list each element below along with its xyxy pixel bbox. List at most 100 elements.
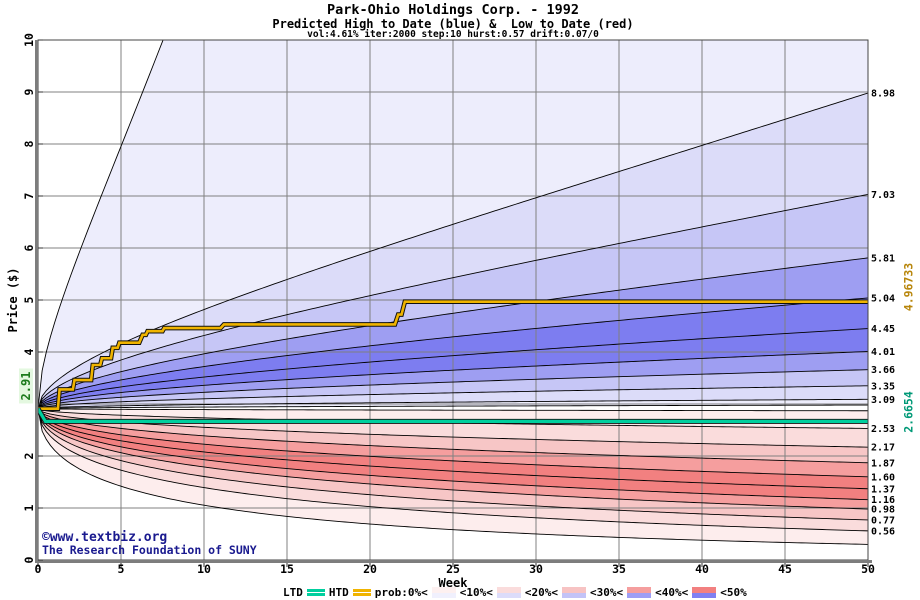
legend-prob-swatch-0-high-half <box>431 587 456 593</box>
watermark-org: The Research Foundation of SUNY <box>42 543 257 557</box>
legend-prob-swatch-2-high-half <box>561 587 586 593</box>
x-tick-label-20: 20 <box>363 562 377 576</box>
y-tick-label-7: 7 <box>22 192 36 199</box>
low-prob-band-2 <box>38 408 868 463</box>
percentile-curve-high-1 <box>38 92 868 409</box>
edge-label-5.81: 5.81 <box>871 253 895 264</box>
edge-label-1.87: 1.87 <box>871 458 895 469</box>
low-prob-band-3 <box>38 408 868 477</box>
legend-prob-label-1: <10%< <box>459 586 493 599</box>
edge-label-0.98: 0.98 <box>871 505 895 516</box>
y-tick-label-8: 8 <box>22 140 36 147</box>
percentile-curve-high-7 <box>38 369 868 410</box>
y-tick-label-2: 2 <box>22 453 36 460</box>
legend-prob-swatch-3-low-half <box>627 592 652 598</box>
percentile-curve-low-0 <box>38 408 868 412</box>
percentile-curve-high-6 <box>38 351 868 410</box>
percentile-curve-high-10 <box>38 404 868 410</box>
legend-prob-swatch-3 <box>627 587 652 598</box>
legend-htd-swatch <box>352 587 371 598</box>
legend-prob-swatch-1-low-half <box>496 592 521 598</box>
x-tick-label-0: 0 <box>35 562 42 576</box>
percentile-curve-high-8 <box>38 385 868 410</box>
x-tick-label-10: 10 <box>197 562 211 576</box>
edge-label-1.16: 1.16 <box>871 495 895 506</box>
chart-title: Park-Ohio Holdings Corp. - 1992 <box>327 2 579 18</box>
x-tick-label-15: 15 <box>280 562 294 576</box>
edge-label-3.66: 3.66 <box>871 365 895 376</box>
legend-ltd-swatch-bar <box>306 593 325 597</box>
edge-label-5.04: 5.04 <box>871 293 895 304</box>
percentile-curve-low-4 <box>38 408 868 478</box>
start-price-label: 2.91 <box>19 368 33 404</box>
edge-label-2.17: 2.17 <box>871 443 895 454</box>
y-axis-title: Price ($) <box>6 267 20 333</box>
percentile-curve-low-10 <box>38 408 868 545</box>
edge-label-8.98: 8.98 <box>871 89 895 100</box>
legend-prob-swatch-0 <box>431 587 456 598</box>
legend-prob-label-4: <40%< <box>655 586 689 599</box>
edge-label-4.01: 4.01 <box>871 347 895 358</box>
legend-prob-swatch-0-low-half <box>431 592 456 598</box>
y-tick-label-6: 6 <box>22 244 36 251</box>
percentile-curve-low-9 <box>38 408 868 532</box>
legend-ltd-label: LTD <box>283 586 303 599</box>
legend-prob-swatch-4 <box>692 587 717 598</box>
percentile-curve-low-6 <box>38 408 868 501</box>
percentile-curve-low-7 <box>38 408 868 510</box>
edge-label-1.37: 1.37 <box>871 484 895 495</box>
legend-prob-swatch-1 <box>496 587 521 598</box>
edge-label-0.77: 0.77 <box>871 515 895 526</box>
y-tick-label-0: 0 <box>22 556 36 563</box>
legend-prob-swatch-2-low-half <box>561 592 586 598</box>
y-tick-label-10: 10 <box>22 33 36 47</box>
legend: LTD HTD prob:0%< <10%< <20%< <30%< <40%< <50% <box>281 586 749 599</box>
chart-params: vol:4.61% iter:2000 step:10 hurst:0.57 d… <box>307 29 599 40</box>
chart-subtitle: Predicted High to Date (blue) & Low to D… <box>272 17 634 31</box>
percentile-curve-low-3 <box>38 408 868 464</box>
edge-label-7.03: 7.03 <box>871 190 895 201</box>
legend-htd-swatch-bar <box>352 588 371 592</box>
low-prob-band-9 <box>38 408 868 545</box>
y-tick-label-9: 9 <box>22 88 36 95</box>
x-axis-title: Week <box>438 576 468 590</box>
x-tick-label-5: 5 <box>118 562 125 576</box>
legend-ltd-swatch-bar <box>306 588 325 592</box>
htd-line <box>38 300 868 410</box>
legend-htd-swatch-bar <box>352 593 371 597</box>
legend-prob-label-5: <50% <box>720 586 747 599</box>
percentile-curve-low-2 <box>38 408 868 448</box>
percentile-curve-low-5 <box>38 408 868 490</box>
edge-label-3.35: 3.35 <box>871 381 895 392</box>
percentile-curve-low-8 <box>38 408 868 521</box>
edge-label-4.45: 4.45 <box>871 324 895 335</box>
legend-ltd-swatch <box>306 587 325 598</box>
legend-prob-label-3: <30%< <box>589 586 624 599</box>
edge-label-1.60: 1.60 <box>871 472 895 483</box>
y-tick-label-1: 1 <box>22 504 36 511</box>
htd-final-value-label: 4.96733 <box>901 262 916 312</box>
legend-prob-swatch-4-high-half <box>692 587 717 593</box>
edge-label-2.53: 2.53 <box>871 424 895 435</box>
percentile-curve-high-5 <box>38 328 868 409</box>
y-tick-label-5: 5 <box>22 296 36 303</box>
percentile-curve-high-3 <box>38 257 868 409</box>
x-tick-label-30: 30 <box>529 562 543 576</box>
legend-prob-label-2: <20%< <box>524 586 558 599</box>
ltd-final-value-label: 2.6654 <box>901 391 916 433</box>
edge-label-3.09: 3.09 <box>871 395 895 406</box>
legend-prob-swatch-2 <box>561 587 586 598</box>
ltd-line <box>38 407 868 423</box>
edge-label-0.56: 0.56 <box>871 526 895 537</box>
percentile-curve-high-9 <box>38 398 868 410</box>
legend-prob-swatch-1-high-half <box>496 587 521 593</box>
x-tick-label-25: 25 <box>446 562 460 576</box>
percentile-curve-high-2 <box>38 193 868 409</box>
high-prob-band-0 <box>38 40 868 409</box>
legend-prob-swatch-4-low-half <box>692 592 717 598</box>
x-tick-label-45: 45 <box>778 562 792 576</box>
y-tick-label-4: 4 <box>22 348 36 355</box>
watermark-url: ©www.textbiz.org <box>42 530 168 545</box>
